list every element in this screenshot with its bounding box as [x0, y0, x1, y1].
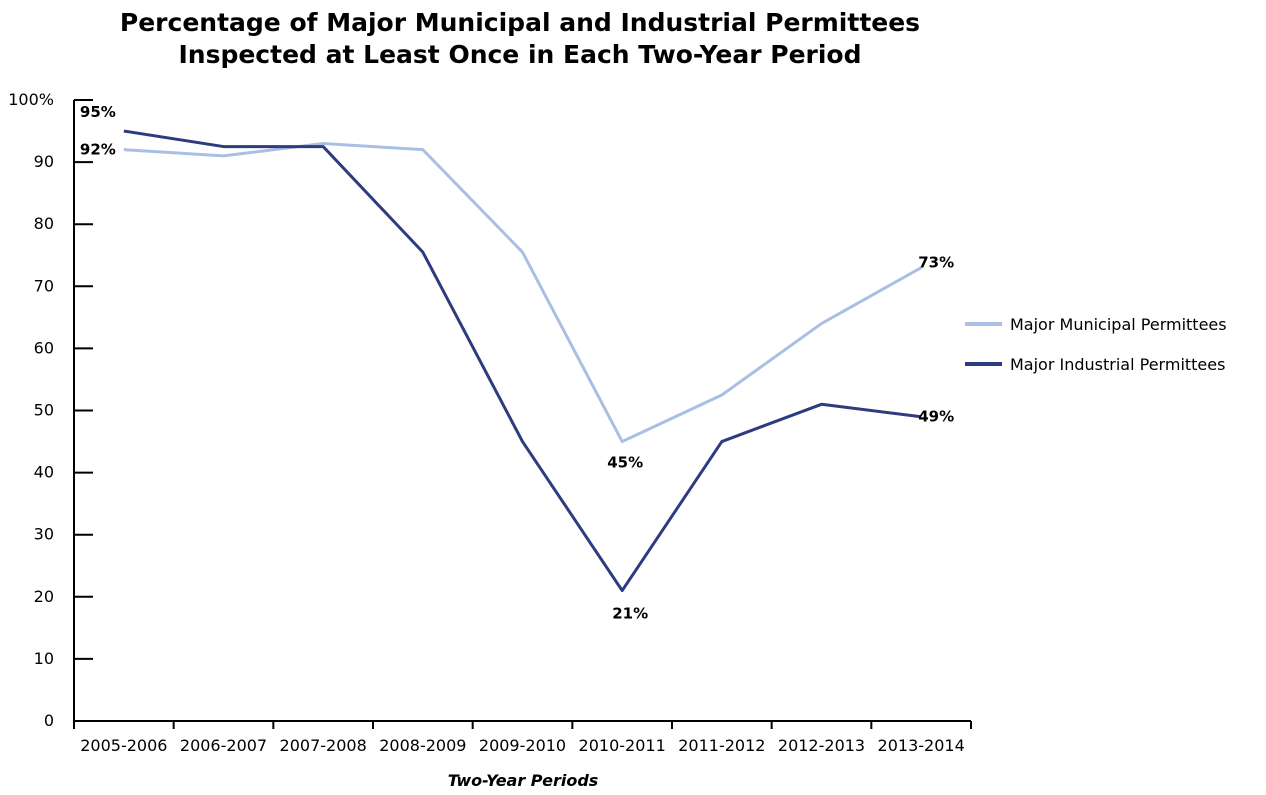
y-tick-label: 50 — [34, 401, 54, 420]
x-tick-label: 2005-2006 — [80, 736, 167, 755]
data-label: 45% — [607, 454, 643, 472]
x-axis-title: Two-Year Periods — [448, 771, 599, 790]
y-tick-label: 0 — [44, 711, 54, 730]
x-tick-label: 2012-2013 — [778, 736, 865, 755]
x-tick-label: 2007-2008 — [280, 736, 367, 755]
data-label: 49% — [918, 408, 954, 426]
x-tick-label: 2010-2011 — [579, 736, 666, 755]
y-tick-label: 40 — [34, 463, 54, 482]
y-tick-label: 60 — [34, 338, 54, 357]
legend-label: Major Industrial Permittees — [1010, 355, 1225, 374]
legend: Major Municipal Permittees Major Industri… — [965, 315, 1227, 374]
data-label: 21% — [612, 605, 648, 623]
y-tick-label: 20 — [34, 587, 54, 606]
x-tick-label: 2009-2010 — [479, 736, 566, 755]
y-tick-label: 90 — [34, 152, 54, 171]
legend-label: Major Municipal Permittees — [1010, 315, 1227, 334]
x-tick-label: 2006-2007 — [180, 736, 267, 755]
series-lines — [123, 129, 922, 593]
municipal-series-line — [123, 141, 922, 444]
data-label: 95% — [80, 103, 116, 121]
y-tick-label: 80 — [34, 214, 54, 233]
y-tick-label: 100% — [8, 90, 54, 109]
chart-title-line-2: Inspected at Least Once in Each Two-Year… — [178, 40, 861, 69]
y-tick-label: 70 — [34, 276, 54, 295]
x-tick-label: 2008-2009 — [379, 736, 466, 755]
axes: 0 10 20 30 40 50 60 70 80 90 100% 2005-2006 2006-200… — [8, 90, 972, 755]
industrial-series-line — [123, 129, 922, 593]
x-tick-label: 2011-2012 — [678, 736, 765, 755]
y-tick-label: 30 — [34, 525, 54, 544]
chart-title: Percentage of Major Municipal and Indust… — [120, 8, 920, 69]
x-tick-label: 2013-2014 — [878, 736, 965, 755]
data-labels: 95% 92% 45% 21% 73% 49% — [80, 103, 954, 623]
y-tick-label: 10 — [34, 649, 54, 668]
data-label: 92% — [80, 141, 116, 159]
data-label: 73% — [918, 254, 954, 272]
chart-title-line-1: Percentage of Major Municipal and Indust… — [120, 8, 920, 37]
